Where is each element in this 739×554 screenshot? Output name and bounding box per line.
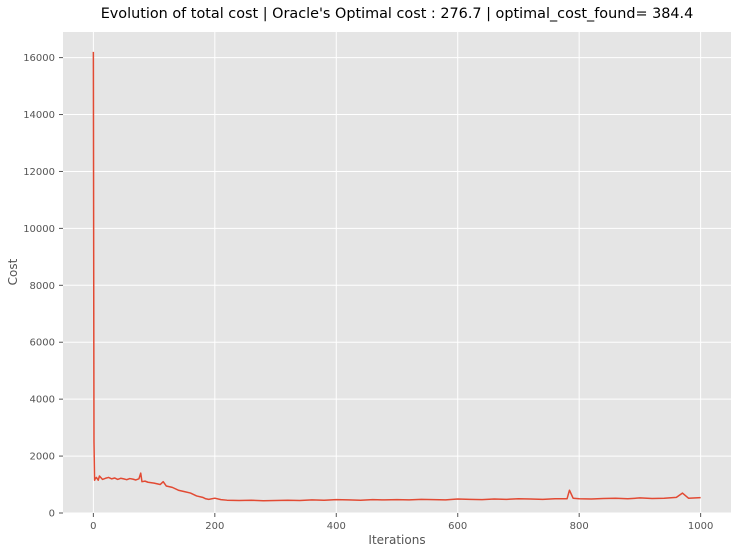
y-tick-label: 10000 bbox=[23, 224, 55, 235]
series-layer bbox=[92, 51, 701, 502]
y-tick-label: 0 bbox=[49, 509, 55, 520]
y-ticks: 0 2000 4000 6000 8000 10000 12000 14000 16000 bbox=[23, 53, 63, 520]
x-tick-label: 400 bbox=[327, 521, 346, 532]
x-tick-label: 200 bbox=[205, 521, 224, 532]
y-tick-label: 16000 bbox=[23, 53, 55, 64]
series-line-0 bbox=[92, 51, 701, 502]
y-tick-label: 12000 bbox=[23, 167, 55, 178]
y-tick-label: 14000 bbox=[23, 110, 55, 121]
x-tick-label: 600 bbox=[448, 521, 467, 532]
x-tick-label: 0 bbox=[90, 521, 96, 532]
y-tick-label: 8000 bbox=[30, 281, 55, 292]
plot-background bbox=[63, 32, 731, 513]
y-tick-label: 2000 bbox=[30, 452, 55, 463]
y-tick-label: 4000 bbox=[30, 395, 55, 406]
y-axis-label: Cost bbox=[6, 258, 20, 285]
x-axis-label: Iterations bbox=[368, 533, 425, 547]
chart-title: Evolution of total cost | Oracle's Optim… bbox=[101, 6, 694, 22]
grid bbox=[63, 32, 731, 514]
x-ticks: 0 200 400 600 800 1000 bbox=[90, 513, 713, 532]
x-tick-label: 800 bbox=[570, 521, 589, 532]
x-tick-label: 1000 bbox=[688, 521, 713, 532]
y-tick-label: 6000 bbox=[30, 338, 55, 349]
